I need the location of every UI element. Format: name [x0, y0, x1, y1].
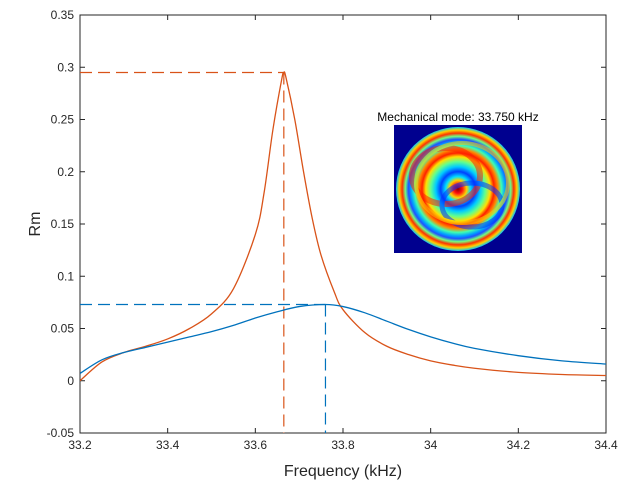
y-tick-label: 0.15 [51, 217, 75, 231]
x-tick-label: 34 [424, 438, 438, 452]
y-tick-label: 0.1 [57, 269, 74, 283]
series-line-1 [80, 303, 606, 374]
x-tick-label: 33.2 [68, 438, 92, 452]
y-tick-label: 0.3 [57, 60, 74, 74]
y-axis-label: Rm [27, 212, 44, 237]
y-tick-label: -0.05 [47, 426, 75, 440]
x-tick-label: 33.8 [331, 438, 355, 452]
inset-title: Mechanical mode: 33.750 kHz [377, 110, 538, 124]
y-tick-label: 0.2 [57, 165, 74, 179]
y-tick-label: 0 [67, 374, 74, 388]
inset-mode-image [394, 125, 522, 253]
plot-area [79, 14, 607, 434]
y-tick-label: 0.05 [51, 322, 75, 336]
axis-ticks: 33.2 33.4 33.6 33.8 34 34.2 34.4 -0.05 0 0.05 0.1 0… [47, 8, 618, 452]
peak-reference-lines [80, 71, 327, 433]
series-lines [80, 71, 606, 382]
x-axis-label: Frequency (kHz) [284, 463, 402, 480]
x-tick-label: 34.4 [594, 438, 618, 452]
x-tick-label: 33.6 [244, 438, 268, 452]
x-tick-label: 33.4 [156, 438, 180, 452]
series-line-0 [80, 71, 606, 382]
y-tick-label: 0.35 [51, 8, 75, 22]
y-tick-label: 0.25 [51, 113, 75, 127]
x-tick-label: 34.2 [507, 438, 531, 452]
